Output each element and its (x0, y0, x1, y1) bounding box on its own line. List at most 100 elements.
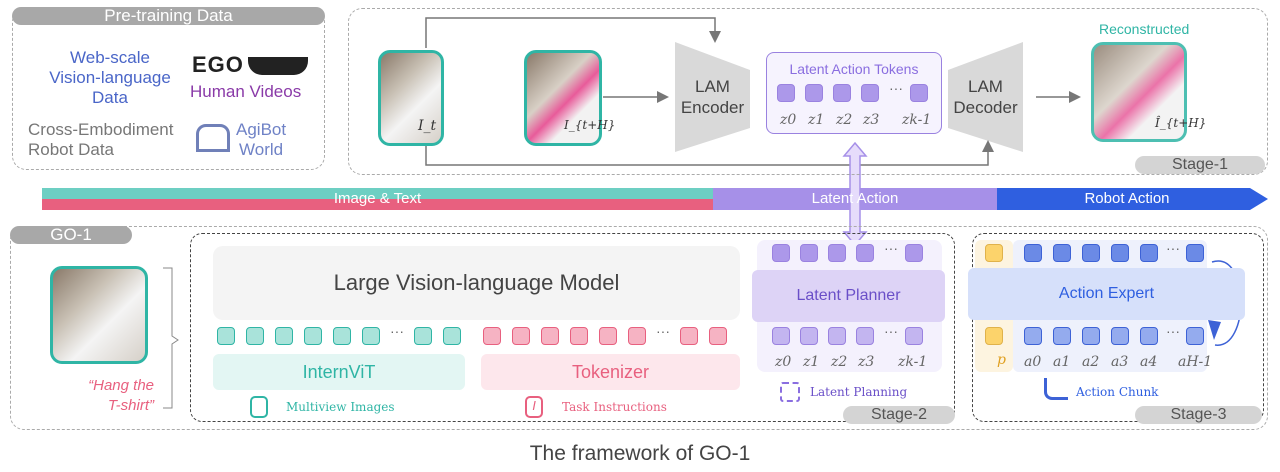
lam-decoder: LAM Decoder (953, 77, 1018, 117)
ellipsis: ··· (1166, 323, 1180, 339)
latent-action-tokens-title: Latent Action Tokens (789, 61, 919, 77)
p-token-bottom (985, 327, 1003, 345)
latent-planner: Latent Planner (752, 270, 945, 322)
text-token (570, 327, 588, 345)
text-token (628, 327, 646, 345)
ellipsis: ··· (390, 323, 404, 339)
vision-token (414, 327, 432, 345)
skip-arrow-bottom (425, 140, 994, 166)
timeline-pink (42, 199, 713, 210)
vision-token (443, 327, 461, 345)
p-label: p (997, 352, 1006, 368)
vision-token (333, 327, 351, 345)
vision-token (362, 327, 380, 345)
robot-action-label: Robot Action (1084, 190, 1170, 207)
multiview-images-icon (250, 396, 268, 418)
text-token (483, 327, 501, 345)
timeline-blue-arrow (997, 188, 1268, 210)
frame-t-label: I_t (418, 118, 437, 134)
reconstructed-label: Reconstructed (1099, 21, 1190, 37)
latent-token (905, 327, 923, 345)
action-query-token (1024, 244, 1042, 262)
agibot-world-label: AgiBot World (236, 120, 287, 159)
text-token (680, 327, 698, 345)
latent-token-label: z1 (803, 354, 820, 370)
ellipsis: ··· (1166, 240, 1180, 256)
stage2-badge: Stage-2 (843, 406, 955, 424)
latent-token (800, 327, 818, 345)
image-text-label: Image & Text (333, 190, 422, 207)
stage3-badge: Stage-3 (1135, 406, 1262, 424)
task-instructions-label: Task Instructions (562, 400, 667, 414)
cross-embodiment-label: Cross-Embodiment Robot Data (28, 120, 174, 159)
latent-action-label: Latent Action (811, 190, 899, 207)
text-token (709, 327, 727, 345)
latent-query-token (905, 244, 923, 262)
z2: z2 (836, 112, 853, 128)
latent-query-token (856, 244, 874, 262)
vision-token (275, 327, 293, 345)
observation-image (50, 266, 148, 364)
action-token (1053, 327, 1071, 345)
frame-t-plus-h-label: I_{t+H} (564, 118, 616, 132)
ellipsis: ··· (656, 323, 670, 339)
tokenizer-box: Tokenizer (481, 354, 740, 390)
action-token (1082, 327, 1100, 345)
frame-t-image (378, 50, 444, 146)
latent-token (772, 327, 790, 345)
action-query-token (1082, 244, 1100, 262)
z3: z3 (863, 112, 880, 128)
bracket (163, 267, 179, 409)
latent-token-label: z0 (775, 354, 792, 370)
action-token (1140, 327, 1158, 345)
action-query-token (1053, 244, 1071, 262)
timeline-teal (42, 188, 713, 199)
action-token (1024, 327, 1042, 345)
decoder-trapezoid (948, 42, 1023, 152)
vision-token (217, 327, 235, 345)
text-token (512, 327, 530, 345)
action-token-label: a1 (1053, 354, 1071, 370)
stage2-panel (190, 233, 955, 422)
robot-arm-icon (1044, 378, 1068, 400)
z1: z1 (808, 112, 825, 128)
latent-token-label: z3 (858, 354, 875, 370)
latent-token-label: z2 (831, 354, 848, 370)
go1-title: GO-1 (10, 226, 132, 244)
action-token-label: a4 (1140, 354, 1158, 370)
text-token (541, 327, 559, 345)
latent-token (856, 327, 874, 345)
human-videos-label: Human Videos (190, 82, 302, 101)
latent-planning-icon (780, 382, 800, 402)
ego4d-logo: EGO (192, 52, 308, 78)
action-query-token (1140, 244, 1158, 262)
ellipsis: ··· (884, 240, 898, 256)
task-instructions-icon: I (525, 396, 543, 418)
action-chunk-label: Action Chunk (1076, 385, 1159, 399)
action-token-label: aH-1 (1178, 354, 1213, 370)
instruction-text: “Hang the T-shirt” (88, 377, 154, 414)
action-query-token (1111, 244, 1129, 262)
skip-arrow-top (425, 17, 721, 48)
internvit-box: InternViT (213, 354, 465, 390)
text-token (599, 327, 617, 345)
action-token-label: a0 (1024, 354, 1042, 370)
action-token-label: a3 (1111, 354, 1129, 370)
frame-t-plus-h-image (524, 50, 602, 146)
action-expert: Action Expert (968, 268, 1245, 320)
action-token-label: a2 (1082, 354, 1100, 370)
reconstructed-frame-label: Î_{t+H} (1155, 116, 1207, 130)
latent-token-label: zk-1 (898, 354, 928, 370)
zk-1: zk-1 (902, 112, 932, 128)
vision-token (246, 327, 264, 345)
stage1-badge: Stage-1 (1135, 156, 1265, 174)
figure-caption: The framework of GO-1 (529, 442, 751, 465)
lam-encoder: LAM Encoder (680, 77, 745, 117)
stage1-panel (348, 8, 1268, 175)
encoder-trapezoid (675, 42, 750, 152)
action-token (1111, 327, 1129, 345)
latent-query-token (800, 244, 818, 262)
web-data-label: Web-scale Vision-language Data (49, 48, 171, 107)
latent-query-token (772, 244, 790, 262)
